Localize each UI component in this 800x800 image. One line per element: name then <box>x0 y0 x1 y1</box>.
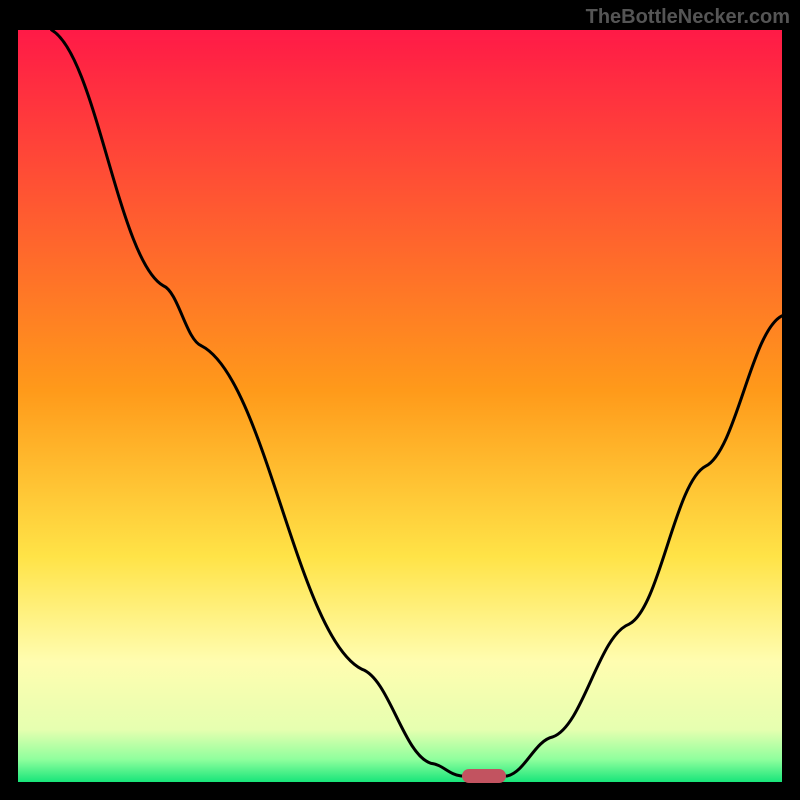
chart-container: TheBottleNecker.com <box>0 0 800 800</box>
bottleneck-curve <box>18 30 782 782</box>
plot-area <box>18 30 782 782</box>
watermark-text: TheBottleNecker.com <box>586 6 790 29</box>
optimal-range-marker <box>462 769 506 783</box>
curve-path <box>52 30 782 776</box>
